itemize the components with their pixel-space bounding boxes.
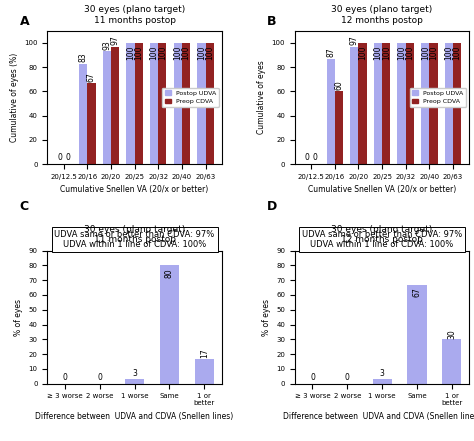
Text: 100: 100 [358, 45, 367, 60]
Bar [79, 64, 87, 164]
Text: 93: 93 [102, 41, 111, 50]
Text: 83: 83 [79, 53, 88, 62]
Bar [442, 339, 461, 384]
Legend: Postop UDVA, Preop CDVA: Postop UDVA, Preop CDVA [162, 88, 219, 107]
Text: 100: 100 [150, 45, 159, 60]
Bar [453, 43, 461, 164]
Bar [150, 43, 158, 164]
Text: 100: 100 [429, 45, 438, 60]
Text: 100: 100 [405, 45, 414, 60]
Text: 100: 100 [197, 45, 206, 60]
Text: 17: 17 [200, 348, 209, 358]
Text: 0: 0 [313, 153, 318, 162]
Bar [195, 359, 214, 384]
Bar [382, 43, 391, 164]
Text: 30: 30 [447, 329, 456, 339]
Text: 87: 87 [326, 48, 335, 57]
Text: 3: 3 [132, 370, 137, 378]
Text: D: D [267, 200, 277, 213]
Text: 0: 0 [97, 373, 102, 382]
Bar [335, 91, 343, 164]
Bar [374, 43, 382, 164]
Title: 30 eyes (plano target)
11 months postop: 30 eyes (plano target) 11 months postop [84, 225, 185, 244]
Y-axis label: Cumulative of eyes: Cumulative of eyes [257, 60, 266, 135]
Text: 100: 100 [182, 45, 191, 60]
Text: 60: 60 [335, 80, 344, 90]
Text: 80: 80 [165, 268, 174, 278]
Text: 0: 0 [305, 153, 310, 162]
Bar [350, 47, 358, 164]
Bar [126, 43, 135, 164]
X-axis label: Difference between  UDVA and CDVA (Snellen lines): Difference between UDVA and CDVA (Snelle… [36, 412, 234, 421]
Bar [445, 43, 453, 164]
Bar [358, 43, 367, 164]
Bar [373, 379, 392, 384]
Text: UDVA same or better than CDVA: 97%
UDVA within 1 line of CDVA: 100%: UDVA same or better than CDVA: 97% UDVA … [55, 230, 215, 249]
Text: 67: 67 [412, 288, 421, 297]
Title: 30 eyes (plano target)
12 months postop: 30 eyes (plano target) 12 months postop [331, 5, 433, 25]
Text: C: C [19, 200, 28, 213]
Bar [421, 43, 429, 164]
Bar [197, 43, 206, 164]
X-axis label: Difference between  UDVA and CDVA (Snellen lines): Difference between UDVA and CDVA (Snelle… [283, 412, 474, 421]
Bar [103, 52, 111, 164]
X-axis label: Cumulative Snellen VA (20/x or better): Cumulative Snellen VA (20/x or better) [308, 185, 456, 194]
Text: 97: 97 [110, 36, 119, 45]
Text: 100: 100 [397, 45, 406, 60]
Text: 0: 0 [57, 153, 62, 162]
X-axis label: Cumulative Snellen VA (20/x or better): Cumulative Snellen VA (20/x or better) [61, 185, 209, 194]
Y-axis label: % of eyes: % of eyes [262, 299, 271, 336]
Bar [407, 284, 427, 384]
Title: 30 eyes (plano target)
12 months postop: 30 eyes (plano target) 12 months postop [331, 225, 433, 244]
Bar [125, 379, 144, 384]
Bar [158, 43, 166, 164]
Bar [429, 43, 438, 164]
Text: 100: 100 [445, 45, 454, 60]
Text: 100: 100 [421, 45, 430, 60]
Title: 30 eyes (plano target)
11 months postop: 30 eyes (plano target) 11 months postop [84, 5, 185, 25]
Text: 0: 0 [345, 373, 350, 382]
Bar [406, 43, 414, 164]
Text: 100: 100 [374, 45, 383, 60]
Text: UDVA same or better than CDVA: 97%
UDVA within 1 line of CDVA: 100%: UDVA same or better than CDVA: 97% UDVA … [302, 230, 462, 249]
Bar [173, 43, 182, 164]
Bar [398, 43, 406, 164]
Y-axis label: % of eyes: % of eyes [14, 299, 23, 336]
Bar [87, 83, 96, 164]
Legend: Postop UDVA, Preop CDVA: Postop UDVA, Preop CDVA [410, 88, 466, 107]
Bar [135, 43, 143, 164]
Text: 0: 0 [63, 373, 67, 382]
Text: 0: 0 [65, 153, 70, 162]
Bar [111, 47, 119, 164]
Text: 100: 100 [382, 45, 391, 60]
Text: B: B [267, 15, 276, 28]
Text: 97: 97 [350, 36, 359, 45]
Text: 100: 100 [126, 45, 135, 60]
Text: 100: 100 [205, 45, 214, 60]
Bar [160, 265, 179, 384]
Text: 0: 0 [310, 373, 315, 382]
Text: 3: 3 [380, 370, 384, 378]
Bar [206, 43, 214, 164]
Bar [182, 43, 190, 164]
Text: 67: 67 [87, 72, 96, 82]
Bar [327, 59, 335, 164]
Text: 100: 100 [158, 45, 167, 60]
Text: 100: 100 [134, 45, 143, 60]
Y-axis label: Cumulative of eyes (%): Cumulative of eyes (%) [9, 53, 18, 142]
Text: 100: 100 [173, 45, 182, 60]
Text: 100: 100 [453, 45, 462, 60]
Text: A: A [19, 15, 29, 28]
